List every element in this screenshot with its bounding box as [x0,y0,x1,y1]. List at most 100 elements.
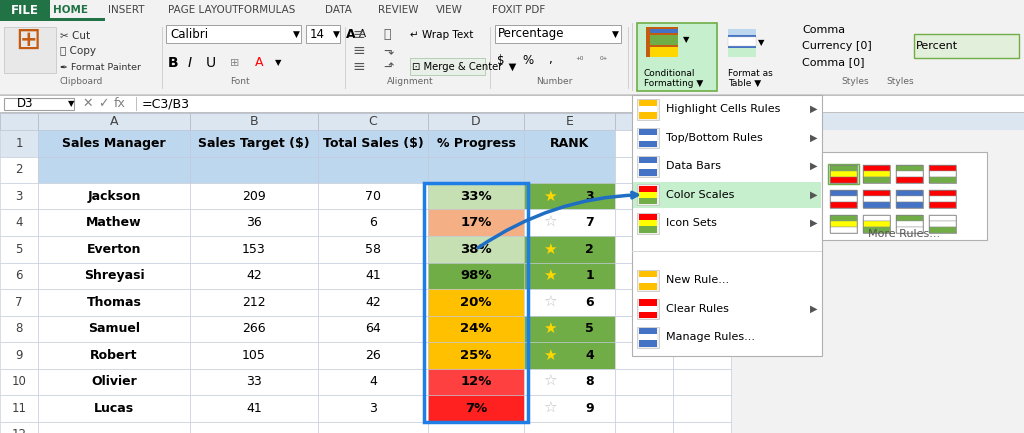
Text: B: B [168,56,178,70]
Bar [673,183,731,210]
Text: ≡: ≡ [352,43,365,58]
Bar [637,156,659,177]
Text: ▼: ▼ [68,99,75,108]
Bar [830,227,857,233]
Bar [722,23,780,91]
Bar [0,130,38,156]
Text: Samuel: Samuel [88,322,140,335]
Bar [0,236,38,262]
Bar [524,210,615,236]
Text: HOME: HOME [53,6,88,16]
Text: ★: ★ [543,348,556,363]
Bar [615,236,673,262]
Bar [38,262,190,289]
Bar [318,130,428,156]
Bar [632,251,822,252]
Text: 7%: 7% [465,402,487,415]
Bar [428,395,524,421]
Bar [0,0,50,21]
Bar [673,395,731,421]
Text: 1: 1 [585,269,594,282]
Bar [38,342,190,368]
Text: Clear Rules: Clear Rules [666,304,729,314]
Bar [615,156,673,183]
Bar [0,289,38,316]
Text: ⎘ Copy: ⎘ Copy [60,46,96,56]
Bar [863,202,890,208]
Text: Olivier: Olivier [91,375,137,388]
Bar [0,183,38,210]
Bar [637,23,717,91]
Bar [524,236,615,262]
Bar [639,135,657,141]
Bar [673,289,731,316]
Text: % Progress: % Progress [436,137,515,150]
Bar [673,210,731,236]
Bar [673,368,731,395]
Text: Mathew: Mathew [86,216,141,229]
Bar [428,262,524,289]
Text: A: A [346,28,355,41]
Bar [615,183,673,210]
Text: Everton: Everton [87,243,141,256]
Text: 98%: 98% [460,269,492,282]
Text: Sales Manager: Sales Manager [62,137,166,150]
Bar [190,262,318,289]
Bar [830,221,857,227]
Bar [38,156,190,183]
Text: Styles: Styles [841,78,868,87]
Bar [190,236,318,262]
Bar [673,210,731,236]
Bar [728,29,756,35]
Text: Format as: Format as [728,68,773,78]
Text: 7: 7 [585,216,594,229]
Bar [524,262,615,289]
Bar [830,215,857,233]
Text: ▶: ▶ [810,133,818,143]
Bar [830,165,857,171]
Text: Font: Font [230,78,250,87]
Text: ≡: ≡ [352,28,365,42]
Text: Jackson: Jackson [87,190,140,203]
Bar [828,164,859,184]
Text: Calibri: Calibri [170,28,208,41]
Bar [929,196,956,202]
Bar [318,113,428,130]
Text: 7: 7 [15,296,23,309]
Bar [673,130,731,156]
Bar [639,277,657,283]
Bar [0,21,1024,95]
Text: ⬎: ⬎ [383,45,393,58]
Bar [0,210,38,236]
Bar [929,165,956,183]
Bar [615,156,673,183]
Bar [639,300,657,306]
Bar [524,395,615,421]
Bar [318,262,428,289]
Text: Color Scales: Color Scales [666,190,734,200]
Bar [637,184,659,205]
Text: ▼: ▼ [275,58,282,68]
Text: 64: 64 [366,322,381,335]
Bar [424,183,528,421]
Text: Percentage: Percentage [498,28,564,41]
Bar [0,95,1024,96]
Text: F: F [640,115,647,128]
Text: 38%: 38% [460,243,492,256]
Bar [524,289,615,316]
Bar [929,227,956,233]
Bar [896,177,923,183]
Bar [38,368,190,395]
Bar [615,421,673,433]
Text: D: D [471,115,481,128]
Bar [428,368,524,395]
Bar [650,47,678,57]
Text: 6: 6 [15,269,23,282]
Bar [318,395,428,421]
Text: 2: 2 [15,163,23,176]
Bar [615,236,673,262]
Bar [38,395,190,421]
Text: ⊞: ⊞ [15,26,41,55]
Bar [0,395,38,421]
Bar [524,342,615,368]
